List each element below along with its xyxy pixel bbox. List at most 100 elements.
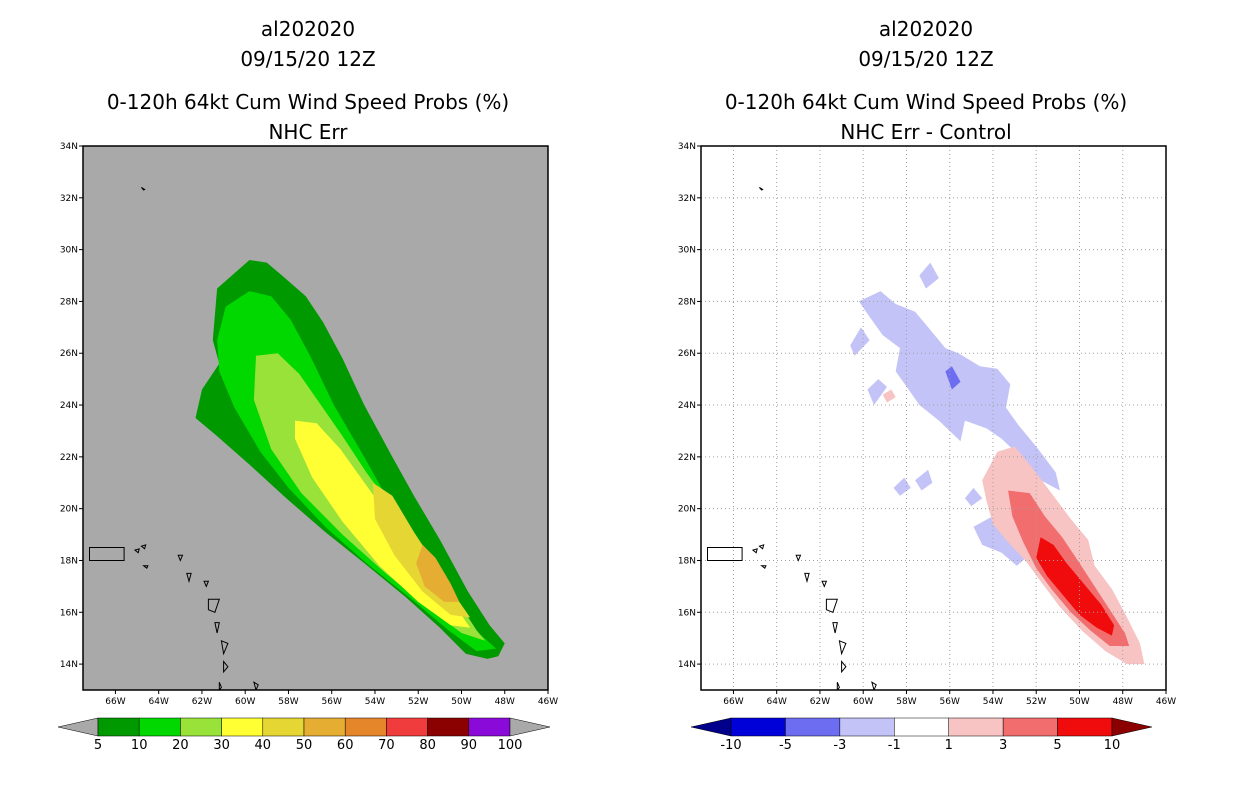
- title-line-4: NHC Err - Control: [840, 120, 1011, 144]
- colorbar-segment: [894, 717, 949, 737]
- contour-level-50: [416, 544, 460, 602]
- island-outline: [825, 598, 838, 613]
- colorbar-label: 90: [461, 738, 478, 753]
- colorbar-label: 10: [1104, 738, 1121, 753]
- contour-level-neg1: [867, 379, 887, 405]
- lon-tick-label: 52W: [408, 697, 428, 707]
- lat-tick-label: 18N: [60, 556, 78, 566]
- island-outline: [140, 544, 147, 550]
- island-outline: [142, 565, 149, 569]
- colorbar-label: -3: [833, 738, 846, 753]
- contour-level-5: [1036, 537, 1115, 636]
- colorbar-segment: [386, 717, 428, 737]
- contour-level-neg1: [915, 469, 933, 491]
- colorbar-start-triangle: [690, 717, 732, 737]
- island-outline: [207, 598, 220, 613]
- map-panel-2: al202020 09/15/20 12Z 0-120h 64kt Cum Wind…: [678, 17, 1176, 753]
- lon-tick-label: 56W: [322, 697, 342, 707]
- title-line-1: al202020: [879, 17, 973, 41]
- lat-tick-label: 20N: [678, 505, 696, 515]
- island-outline: [214, 622, 220, 634]
- island-outline: [253, 681, 259, 690]
- colorbar-segment: [468, 717, 511, 737]
- island-outline: [89, 547, 125, 561]
- island-outline: [836, 682, 840, 690]
- island-outline: [841, 660, 847, 674]
- colorbar-label: 70: [378, 738, 395, 753]
- colorbar-label: 50: [296, 738, 313, 753]
- lat-tick-label: 22N: [60, 453, 78, 463]
- title-line-4: NHC Err: [268, 120, 348, 144]
- island-outline: [838, 640, 847, 656]
- contour-level-neg1: [858, 291, 1060, 491]
- lat-tick-label: 18N: [678, 556, 696, 566]
- lon-tick-label: 60W: [235, 697, 255, 707]
- colorbar-label: 10: [131, 738, 148, 753]
- colorbar-end-triangle: [1111, 717, 1153, 737]
- title-line-2: 09/15/20 12Z: [240, 47, 375, 71]
- lon-tick-label: 58W: [896, 697, 916, 707]
- lat-tick-label: 32N: [678, 194, 696, 204]
- colorbar-segment: [427, 717, 470, 737]
- lat-tick-label: 26N: [60, 349, 78, 359]
- title-line-3: 0-120h 64kt Cum Wind Speed Probs (%): [725, 90, 1127, 114]
- colorbar-end-triangle: [509, 717, 551, 737]
- lat-tick-label: 30N: [60, 246, 78, 256]
- lon-tick-label: 48W: [1113, 697, 1133, 707]
- lat-tick-label: 24N: [678, 401, 696, 411]
- lat-tick-label: 16N: [60, 608, 78, 618]
- lat-tick-label: 30N: [678, 246, 696, 256]
- lon-tick-label: 50W: [451, 697, 471, 707]
- colorbar: -10 -5 -3 -1 1 3 5 10: [690, 717, 1153, 753]
- island-outline: [218, 682, 222, 690]
- island-outline: [871, 681, 877, 690]
- lon-tick-label: 64W: [767, 697, 787, 707]
- colorbar-segment: [785, 717, 841, 737]
- lat-tick-label: 34N: [678, 142, 696, 152]
- lon-tick-label: 46W: [1156, 697, 1176, 707]
- colorbar-label: 5: [94, 738, 102, 753]
- lon-tick-label: 60W: [853, 697, 873, 707]
- colorbar-segment: [221, 717, 264, 737]
- colorbar-label: 60: [337, 738, 354, 753]
- island-outline: [751, 548, 758, 554]
- title-line-1: al202020: [261, 17, 355, 41]
- plot-frame: [700, 145, 1167, 691]
- colorbar-label: 5: [1053, 738, 1061, 753]
- colorbar-label: 20: [172, 738, 189, 753]
- contour-level-neg1: [964, 487, 983, 507]
- island-outline: [760, 565, 767, 569]
- colorbar-label: 1: [945, 738, 953, 753]
- island-outline: [223, 660, 229, 674]
- colorbar-segment: [97, 717, 140, 737]
- island-outline: [186, 572, 192, 584]
- title-line-2: 09/15/20 12Z: [858, 47, 993, 71]
- lon-tick-label: 46W: [538, 697, 558, 707]
- island-outline: [177, 554, 184, 562]
- island-outline: [804, 572, 810, 584]
- lon-tick-label: 56W: [940, 697, 960, 707]
- lat-tick-label: 16N: [678, 608, 696, 618]
- lat-tick-label: 34N: [60, 142, 78, 152]
- lon-tick-label: 64W: [149, 697, 169, 707]
- colorbar-label: 100: [498, 738, 523, 753]
- lat-tick-label: 26N: [678, 349, 696, 359]
- lat-tick-label: 28N: [678, 297, 696, 307]
- lon-tick-label: 62W: [192, 697, 212, 707]
- lat-tick-label: 28N: [60, 297, 78, 307]
- contour-level-neg1: [919, 262, 939, 289]
- plot-frame: [82, 145, 549, 691]
- colorbar-segment: [344, 717, 387, 737]
- colorbar-segment: [180, 717, 222, 737]
- colorbar-label: -10: [720, 738, 741, 753]
- map-panel-1: al202020 09/15/20 12Z 0-120h 64kt Cum Wind…: [57, 17, 558, 753]
- island-outline: [133, 548, 140, 554]
- lon-tick-label: 48W: [495, 697, 515, 707]
- lat-tick-label: 22N: [678, 453, 696, 463]
- contour-level-1: [882, 389, 896, 403]
- colorbar-segment: [1002, 717, 1058, 737]
- island-outline: [821, 580, 828, 588]
- island-outline: [707, 547, 743, 561]
- colorbar-label: -1: [888, 738, 901, 753]
- colorbar-label: 30: [213, 738, 230, 753]
